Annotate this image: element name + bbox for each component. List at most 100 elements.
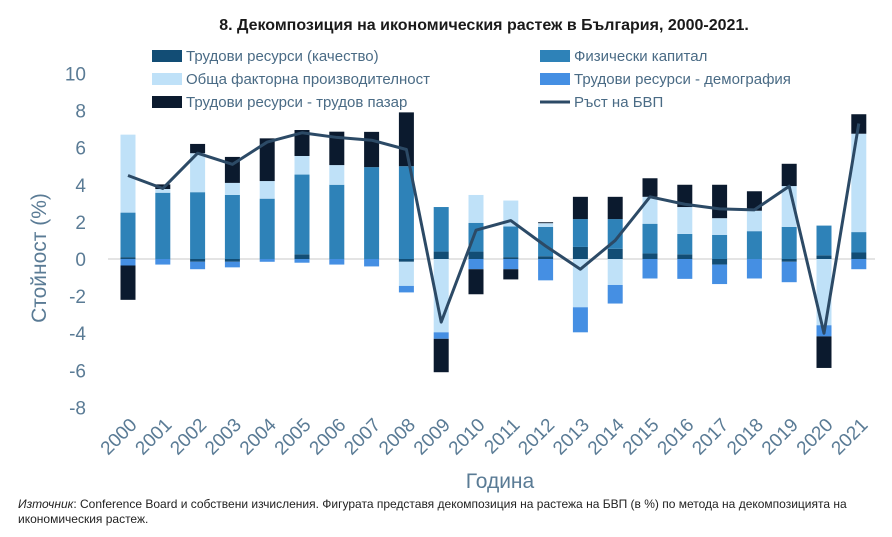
- bar-segment: [190, 143, 206, 154]
- legend: Трудови ресурси (качество) Физически капи…: [152, 48, 791, 111]
- bar-segment: [329, 259, 345, 265]
- bar-segment: [781, 261, 797, 283]
- y-tick-label: 8: [75, 102, 86, 123]
- bar-segment: [503, 226, 519, 258]
- bar-segment: [364, 259, 380, 267]
- bar-segment: [120, 257, 136, 259]
- y-tick-label: -6: [69, 361, 86, 382]
- y-tick-label: -4: [69, 324, 86, 345]
- y-tick-label: 0: [75, 250, 86, 271]
- bar-segment: [781, 163, 797, 187]
- bar-segment: [155, 189, 171, 193]
- bar-segment: [677, 207, 693, 234]
- chart-title: 8. Декомпозиция на икономическия растеж …: [219, 17, 749, 34]
- x-tick-label: 2012: [514, 415, 559, 460]
- bar-segment: [329, 131, 345, 166]
- bar-segment: [642, 259, 658, 279]
- x-tick-label: 2004: [236, 414, 281, 459]
- x-tick-label: 2017: [688, 415, 733, 460]
- bar-segment: [224, 182, 240, 195]
- bar-segment: [816, 255, 832, 259]
- bar-segment: [712, 264, 728, 285]
- bar-segment: [746, 259, 762, 279]
- x-tick-label: 2013: [549, 415, 594, 460]
- x-tick-label: 2019: [758, 415, 803, 460]
- bar-segment: [503, 257, 519, 259]
- bar-segment: [851, 133, 867, 233]
- bar-segment: [294, 254, 310, 259]
- bar-segment: [294, 155, 310, 175]
- legend-label: Обща факторна производителност: [186, 71, 430, 88]
- bar-segment: [677, 259, 693, 279]
- bar-segment: [607, 196, 623, 220]
- bar-segment: [190, 153, 206, 193]
- bar-segment: [120, 259, 136, 266]
- legend-swatch: [540, 50, 570, 62]
- bar-segment: [155, 192, 171, 259]
- bar-segment: [433, 207, 449, 252]
- bar-segment: [572, 219, 588, 247]
- x-tick-label: 2003: [201, 415, 246, 460]
- bar-segment: [677, 184, 693, 208]
- bar-segment: [329, 184, 345, 259]
- bar-segment: [572, 307, 588, 333]
- bar-segment: [190, 259, 206, 262]
- legend-swatch: [540, 73, 570, 85]
- bar-segment: [259, 138, 275, 182]
- bar-segment: [712, 234, 728, 259]
- bar-segment: [642, 178, 658, 197]
- x-tick-label: 2015: [619, 415, 664, 460]
- x-tick-label: 2018: [723, 415, 768, 460]
- bar-segment: [259, 198, 275, 259]
- bar-segment: [712, 218, 728, 235]
- bar-segment: [503, 259, 519, 270]
- bar-segment: [607, 248, 623, 259]
- bar-segment: [781, 226, 797, 259]
- y-tick-label: -2: [69, 287, 86, 308]
- legend-label: Трудови ресурси - трудов пазар: [186, 94, 407, 111]
- bar-segment: [190, 261, 206, 270]
- source-note: Източник: Conference Board и собствени и…: [18, 497, 878, 527]
- bar-segment: [607, 219, 623, 249]
- bar-segment: [538, 222, 554, 224]
- bar-segment: [851, 259, 867, 270]
- bar-segment: [433, 332, 449, 339]
- source-text: : Conference Board и собствени изчислени…: [18, 497, 847, 526]
- bar-segment: [607, 259, 623, 285]
- x-tick-label: 2000: [97, 415, 142, 460]
- bar-segment: [259, 181, 275, 199]
- y-tick-label: 4: [75, 176, 86, 197]
- x-axis: 2000200120022003200420052006200720082009…: [97, 414, 873, 459]
- x-tick-label: 2011: [481, 415, 525, 459]
- bar-segment: [642, 253, 658, 259]
- y-tick-label: -8: [69, 398, 86, 419]
- x-tick-label: 2002: [166, 415, 211, 460]
- x-tick-label: 2005: [271, 415, 316, 460]
- bar-segment: [677, 233, 693, 255]
- legend-label: Трудови ресурси (качество): [186, 48, 379, 65]
- bar-segment: [433, 338, 449, 373]
- x-tick-label: 2007: [340, 415, 385, 460]
- bar-segment: [190, 192, 206, 259]
- y-tick-label: 6: [75, 139, 86, 160]
- bar-segment: [398, 259, 414, 262]
- bar-segment: [224, 194, 240, 259]
- x-tick-label: 2010: [445, 415, 490, 460]
- bar-segment: [155, 259, 171, 265]
- bar-segment: [607, 284, 623, 304]
- bar-segment: [120, 134, 136, 213]
- bar-segment: [538, 259, 554, 281]
- x-tick-label: 2009: [410, 415, 455, 460]
- bar-segment: [120, 212, 136, 258]
- bar-segment: [503, 200, 519, 227]
- bar-segment: [642, 196, 658, 224]
- bar-segment: [398, 112, 414, 167]
- bar-segment: [851, 232, 867, 253]
- bar-segment: [572, 196, 588, 220]
- bar-segment: [746, 231, 762, 259]
- bar-segment: [294, 130, 310, 156]
- bar-segment: [503, 269, 519, 280]
- y-tick-label: 10: [65, 64, 86, 85]
- bar-segment: [364, 131, 380, 168]
- legend-swatch: [152, 50, 182, 62]
